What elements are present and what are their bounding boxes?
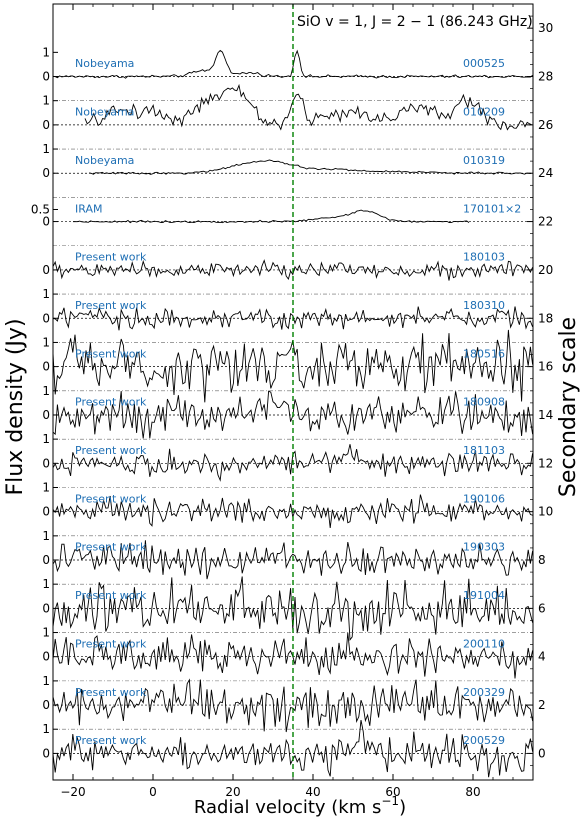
chart-title: SiO v = 1, J = 2 − 1 (86.243 GHz)	[297, 14, 533, 30]
date-label-191004: 191004	[463, 589, 505, 602]
date-label-010209: 010209	[463, 106, 505, 119]
date-label-200110: 200110	[463, 637, 505, 650]
spectrum-010319	[88, 159, 532, 175]
y-tick-label: 1	[42, 480, 50, 494]
date-label-000525: 000525	[463, 57, 505, 70]
y2-tick-label: 16	[538, 360, 553, 374]
y-tick-label: 1	[42, 432, 50, 446]
spectrum-170101×2	[72, 209, 470, 224]
date-label-190106: 190106	[463, 492, 505, 505]
y-tick-label: 0	[42, 70, 50, 84]
spectrum-180103	[52, 259, 534, 281]
telescope-label-010209: Nobeyama	[75, 106, 134, 119]
y2-tick-label: 2	[538, 698, 546, 712]
date-label-190303: 190303	[463, 541, 505, 554]
y-tick-label: 0	[42, 698, 50, 712]
y-tick-label: 1	[42, 577, 50, 591]
telescope-label-200110: Present work	[75, 637, 147, 650]
x-tick-label: 0	[149, 785, 157, 799]
telescope-label-181103: Present work	[75, 444, 147, 457]
y-axis-title: Flux density (Jy)	[3, 318, 28, 495]
date-label-010319: 010319	[463, 154, 505, 167]
spectrum-180310	[52, 306, 534, 331]
x-axis-title-sup: −1	[381, 794, 399, 808]
y-tick-label: 1	[42, 722, 50, 736]
spectrum-000525	[52, 49, 533, 79]
y-tick-label: 0	[42, 215, 50, 229]
y2-tick-label: 30	[538, 21, 553, 35]
date-label-180103: 180103	[463, 251, 505, 264]
x-tick-label: −20	[60, 785, 85, 799]
telescope-label-190106: Present work	[75, 492, 147, 505]
y-tick-label: 1	[42, 335, 50, 349]
y-tick-label: 1	[42, 287, 50, 301]
x-tick-label: 60	[385, 785, 400, 799]
y-tick-label: 0	[42, 601, 50, 615]
telescope-label-180310: Present work	[75, 299, 147, 312]
date-label-170101×2: 170101×2	[463, 202, 521, 215]
y-tick-label: 0	[42, 746, 50, 760]
y-tick-label: 1	[42, 384, 50, 398]
telescope-label-170101×2: IRAM	[75, 202, 102, 215]
y2-tick-label: 12	[538, 456, 553, 470]
y-tick-label: 1	[42, 45, 50, 59]
y-tick-label: 1	[42, 626, 50, 640]
telescope-label-010319: Nobeyama	[75, 154, 134, 167]
spectrum-190303	[52, 540, 534, 580]
x-axis-title: Radial velocity (km s−1)	[194, 794, 406, 818]
spectrum-010209	[84, 83, 532, 131]
y-tick-label: 0	[42, 408, 50, 422]
y-tick-label: 1	[42, 94, 50, 108]
telescope-label-200529: Present work	[75, 734, 147, 747]
telescope-label-200329: Present work	[75, 686, 147, 699]
y2-tick-label: 6	[538, 601, 546, 615]
date-label-180310: 180310	[463, 299, 505, 312]
x-tick-label: 40	[305, 785, 320, 799]
date-label-181103: 181103	[463, 444, 505, 457]
x-axis-title-close: )	[399, 797, 406, 818]
date-label-200529: 200529	[463, 734, 505, 747]
y-tick-label: 0	[42, 505, 50, 519]
y2-tick-label: 10	[538, 505, 553, 519]
y-tick-label: 0	[42, 118, 50, 132]
date-label-200329: 200329	[463, 686, 505, 699]
plot-frame	[52, 3, 534, 781]
y-tick-label: 0	[42, 456, 50, 470]
y2-tick-label: 24	[538, 166, 553, 180]
y-tick-label: 0	[42, 166, 50, 180]
telescope-label-191004: Present work	[75, 589, 147, 602]
y2-tick-label: 18	[538, 311, 553, 325]
date-label-180516: 180516	[463, 347, 505, 360]
y-tick-label: 0.5	[31, 202, 50, 216]
secondary-axis-title: Secondary scale	[556, 317, 581, 497]
y2-tick-label: 28	[538, 70, 553, 84]
y-tick-label: 1	[42, 674, 50, 688]
y2-tick-label: 14	[538, 408, 553, 422]
date-label-180908: 180908	[463, 396, 505, 409]
y2-tick-label: 20	[538, 263, 553, 277]
y-tick-label: 0	[42, 263, 50, 277]
telescope-label-000525: Nobeyama	[75, 57, 134, 70]
y-tick-label: 0	[42, 650, 50, 664]
telescope-label-180516: Present work	[75, 347, 147, 360]
y2-tick-label: 22	[538, 215, 553, 229]
y2-tick-label: 4	[538, 650, 546, 664]
telescope-label-180908: Present work	[75, 396, 147, 409]
telescope-label-180103: Present work	[75, 251, 147, 264]
y-tick-label: 1	[42, 529, 50, 543]
y2-tick-label: 26	[538, 118, 553, 132]
x-tick-label: 80	[465, 785, 480, 799]
plot-area: Nobeyama 000525 Nobeyama 010209 Nobeyama 0103…	[52, 4, 534, 780]
y2-tick-label: 8	[538, 553, 546, 567]
y2-tick-label: 0	[538, 746, 546, 760]
telescope-label-190303: Present work	[75, 541, 147, 554]
y-tick-label: 0	[42, 360, 50, 374]
x-axis-title-main: Radial velocity (km s	[194, 797, 381, 818]
y-tick-label: 0	[42, 311, 50, 325]
x-tick-label: 20	[225, 785, 240, 799]
y-tick-label: 0	[42, 553, 50, 567]
y-tick-label: 1	[42, 142, 50, 156]
